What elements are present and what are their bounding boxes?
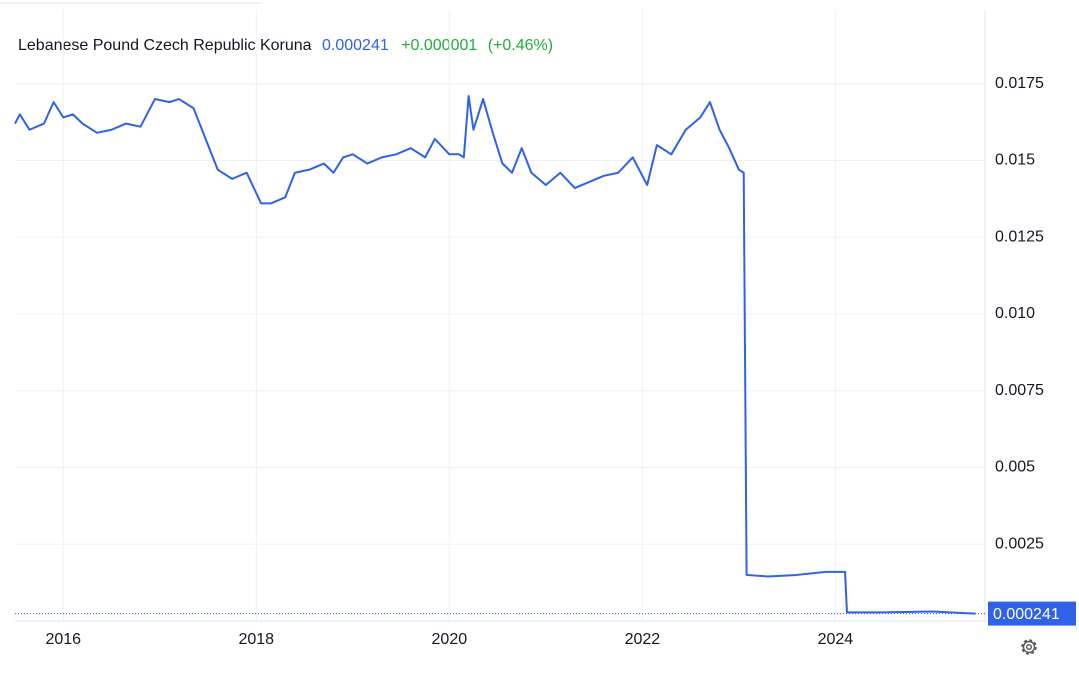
y-tick-label: 0.005 (995, 459, 1035, 476)
x-tick-label: 2024 (818, 631, 854, 648)
x-tick-label: 2022 (625, 631, 661, 648)
y-tick-label: 0.0175 (995, 75, 1044, 92)
x-tick-label: 2020 (432, 631, 468, 648)
y-tick-label: 0.0075 (995, 382, 1044, 399)
y-tick-label: 0.015 (995, 152, 1035, 169)
last-price-label: 0.000241 (993, 606, 1060, 623)
legend-line: Lebanese Pound Czech Republic Koruna 0.0… (18, 37, 553, 54)
y-tick-label: 0.0025 (995, 535, 1044, 552)
y-tick-label: 0.010 (995, 305, 1035, 322)
price-line (14, 94, 976, 615)
x-tick-label: 2016 (45, 631, 81, 648)
change: +0.000001 (401, 37, 477, 54)
price: 0.000241 (322, 37, 389, 54)
chart-title: Lebanese Pound Czech Republic Koruna (18, 37, 312, 54)
last-price-badge (988, 601, 1076, 626)
settings-icon[interactable] (1021, 639, 1037, 655)
x-tick-label: 2018 (238, 631, 274, 648)
y-tick-label: 0.0125 (995, 228, 1044, 245)
change-pct: (+0.46%) (488, 37, 553, 54)
